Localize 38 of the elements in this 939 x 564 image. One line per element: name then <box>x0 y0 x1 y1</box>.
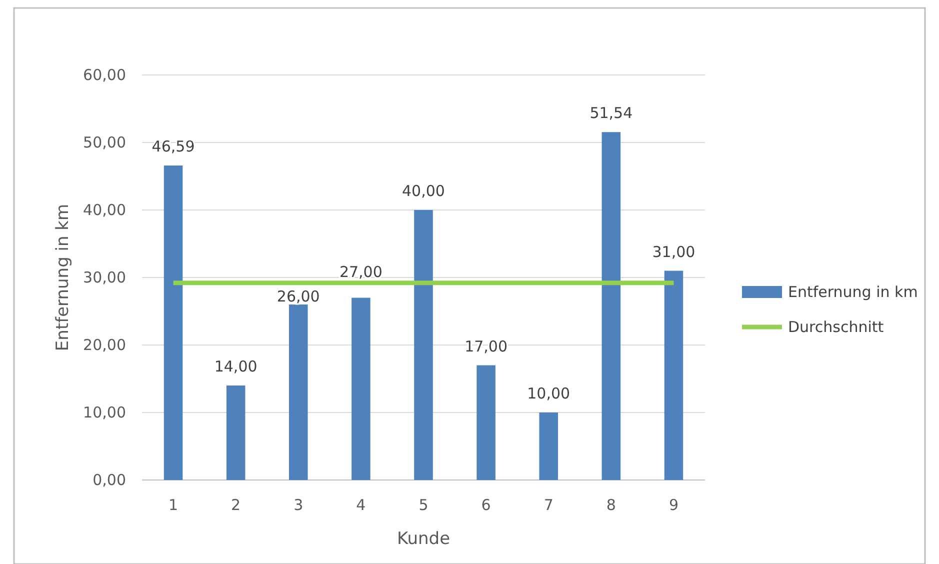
y-tick-label: 10,00 <box>83 404 126 422</box>
bar <box>164 166 183 480</box>
x-tick-label: 3 <box>294 496 304 514</box>
data-label: 17,00 <box>464 337 508 356</box>
y-tick-label: 0,00 <box>92 471 126 489</box>
y-axis-title: Entfernung in km <box>53 204 73 352</box>
legend-label: Durchschnitt <box>788 318 884 336</box>
x-tick-label: 6 <box>481 496 491 514</box>
bar <box>414 210 433 480</box>
data-label: 26,00 <box>276 288 320 306</box>
bar <box>226 386 246 480</box>
y-tick-label: 20,00 <box>83 336 126 354</box>
x-tick-label: 5 <box>418 496 428 514</box>
x-tick-label: 9 <box>668 496 678 514</box>
legend-label: Entfernung in km <box>788 283 918 301</box>
y-tick-label: 40,00 <box>83 201 126 219</box>
bar <box>289 304 308 480</box>
x-tick-label: 7 <box>544 496 554 514</box>
data-label: 10,00 <box>527 384 570 402</box>
x-tick-label: 4 <box>356 496 366 514</box>
x-tick-label: 2 <box>231 496 241 514</box>
data-label: 51,54 <box>590 104 633 122</box>
y-tick-label: 60,00 <box>83 66 126 84</box>
data-label: 31,00 <box>652 242 696 261</box>
y-tick-label: 50,00 <box>83 134 126 152</box>
bar <box>352 298 370 480</box>
bar <box>664 270 684 480</box>
data-label: 14,00 <box>214 358 258 376</box>
data-label: 46,59 <box>152 138 195 156</box>
x-axis-title: Kunde <box>396 529 450 549</box>
bar <box>539 412 558 480</box>
y-tick-label: 30,00 <box>83 268 126 286</box>
data-label: 40,00 <box>402 182 445 200</box>
bar <box>476 365 496 480</box>
x-tick-label: 1 <box>168 496 178 514</box>
data-label: 27,00 <box>339 262 382 281</box>
bar <box>602 132 621 480</box>
x-tick-label: 8 <box>606 496 616 514</box>
